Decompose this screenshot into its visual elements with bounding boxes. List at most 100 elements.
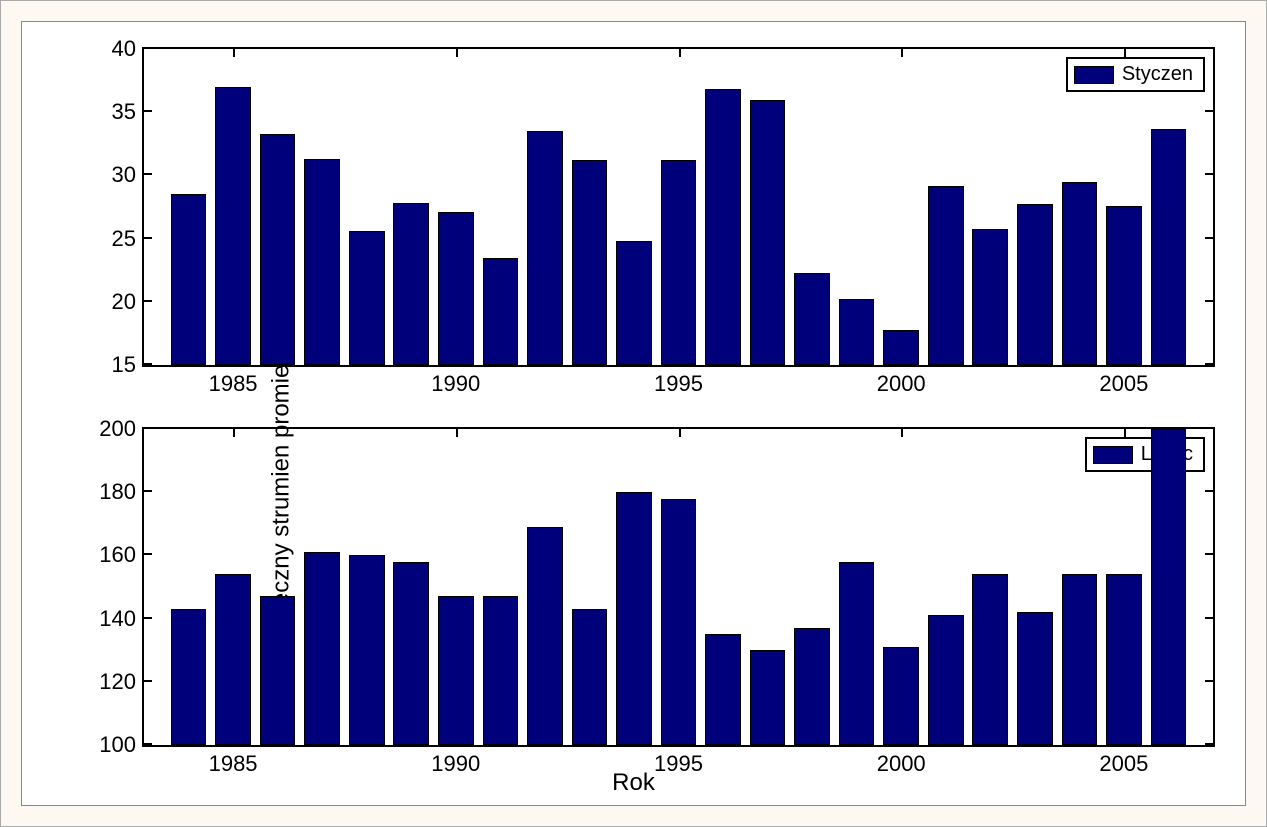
x-tick-mark-top: [901, 429, 903, 437]
bar: [527, 131, 563, 365]
x-tick-mark-top: [233, 429, 235, 437]
legend-swatch-styczen: [1074, 66, 1114, 84]
bar: [304, 552, 340, 745]
bar: [572, 160, 608, 365]
y-tick-label: 35: [112, 99, 144, 125]
x-tick-label: 2000: [877, 745, 926, 777]
y-tick-mark-right: [1205, 363, 1213, 365]
bar: [616, 492, 652, 745]
y-tick-mark-right: [1205, 173, 1213, 175]
x-tick-label: 1985: [209, 745, 258, 777]
bar: [1017, 612, 1053, 745]
bar: [215, 87, 251, 365]
y-tick-mark: [144, 490, 152, 492]
bar: [349, 231, 385, 365]
y-tick-label: 40: [112, 36, 144, 62]
bar: [839, 299, 875, 365]
bar: [527, 527, 563, 745]
y-tick-label: 200: [99, 416, 144, 442]
x-tick-label: 1985: [209, 365, 258, 397]
y-tick-mark: [144, 47, 152, 49]
y-tick-mark: [144, 237, 152, 239]
x-tick-label: 2005: [1099, 365, 1148, 397]
bar: [794, 273, 830, 365]
y-tick-mark-right: [1205, 300, 1213, 302]
bar: [1151, 129, 1187, 365]
bar: [171, 609, 207, 745]
bar: [393, 203, 429, 365]
y-tick-mark: [144, 617, 152, 619]
bar: [438, 596, 474, 745]
legend-label-styczen: Styczen: [1122, 63, 1193, 86]
bar: [750, 100, 786, 365]
y-tick-mark: [144, 553, 152, 555]
x-tick-mark-top: [901, 49, 903, 57]
bar: [972, 574, 1008, 745]
bar: [349, 555, 385, 745]
bar: [928, 615, 964, 745]
bar: [438, 212, 474, 365]
bar: [1017, 204, 1053, 365]
y-tick-label: 180: [99, 479, 144, 505]
x-tick-mark-top: [456, 429, 458, 437]
bar: [883, 330, 919, 365]
bar: [1106, 206, 1142, 365]
y-tick-mark-right: [1205, 490, 1213, 492]
y-tick-mark-right: [1205, 680, 1213, 682]
chart-lipiec: Lipiec 100120140160180200198519901995200…: [142, 427, 1215, 747]
x-axis-label: Rok: [612, 769, 655, 797]
y-tick-mark-right: [1205, 47, 1213, 49]
y-tick-label: 160: [99, 542, 144, 568]
x-tick-mark-top: [679, 429, 681, 437]
y-tick-mark: [144, 173, 152, 175]
y-tick-mark: [144, 427, 152, 429]
bar: [1106, 574, 1142, 745]
legend-lipiec: Lipiec: [1085, 437, 1205, 472]
bar: [883, 647, 919, 745]
x-tick-label: 1990: [431, 745, 480, 777]
x-tick-mark-top: [233, 49, 235, 57]
y-tick-label: 15: [112, 352, 144, 378]
bar: [972, 229, 1008, 366]
bar: [661, 160, 697, 365]
chart-styczen: Styczen 15202530354019851990199520002005: [142, 47, 1215, 367]
bar: [705, 89, 741, 365]
bar: [483, 596, 519, 745]
bar: [393, 562, 429, 745]
y-tick-mark: [144, 743, 152, 745]
y-tick-mark: [144, 110, 152, 112]
bar: [661, 499, 697, 745]
x-tick-mark-top: [1124, 49, 1126, 57]
bar: [928, 186, 964, 365]
y-tick-mark-right: [1205, 743, 1213, 745]
bar: [304, 159, 340, 365]
x-tick-mark-top: [456, 49, 458, 57]
y-tick-mark-right: [1205, 427, 1213, 429]
bar: [572, 609, 608, 745]
y-tick-label: 140: [99, 606, 144, 632]
x-tick-label: 1995: [654, 365, 703, 397]
x-tick-label: 1990: [431, 365, 480, 397]
bar: [171, 194, 207, 365]
y-tick-mark-right: [1205, 553, 1213, 555]
x-tick-label: 2000: [877, 365, 926, 397]
bar: [1062, 574, 1098, 745]
x-tick-mark-top: [1124, 429, 1126, 437]
bar: [215, 574, 251, 745]
legend-styczen: Styczen: [1066, 57, 1205, 92]
y-tick-mark-right: [1205, 617, 1213, 619]
bar: [705, 634, 741, 745]
bar: [750, 650, 786, 745]
y-tick-mark: [144, 300, 152, 302]
bar: [794, 628, 830, 745]
bar: [1151, 429, 1187, 745]
x-tick-mark-top: [679, 49, 681, 57]
x-tick-label: 2005: [1099, 745, 1148, 777]
bar: [260, 596, 296, 745]
y-tick-label: 30: [112, 162, 144, 188]
page-root: Miesieczny strumien promieniowania [kWh/…: [0, 0, 1267, 827]
x-tick-label: 1995: [654, 745, 703, 777]
y-tick-label: 100: [99, 732, 144, 758]
y-tick-mark: [144, 680, 152, 682]
y-tick-mark: [144, 363, 152, 365]
